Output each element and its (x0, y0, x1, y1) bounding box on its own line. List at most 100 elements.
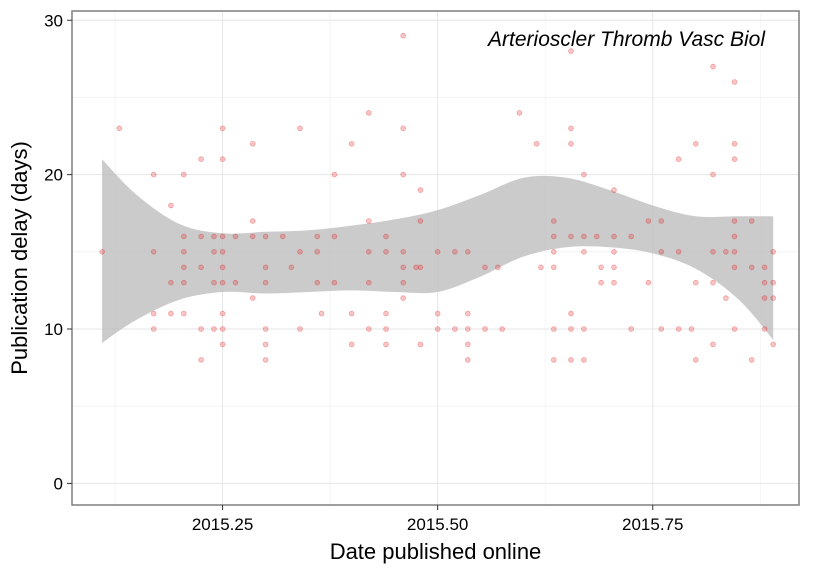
data-point (198, 357, 204, 363)
data-point (383, 249, 389, 255)
data-point (568, 125, 574, 132)
data-point (761, 264, 768, 271)
data-point (211, 279, 217, 286)
data-point (400, 32, 407, 39)
x-tick-label: 2015.75 (622, 515, 683, 534)
data-point (434, 249, 441, 255)
data-point (538, 264, 544, 271)
data-point (692, 141, 699, 147)
data-point (413, 264, 419, 271)
data-point (533, 141, 540, 147)
data-point (710, 279, 716, 286)
data-point (417, 218, 424, 224)
data-point (550, 233, 557, 240)
data-point (262, 357, 269, 363)
data-point (168, 202, 174, 209)
data-point (232, 279, 239, 286)
data-point (710, 341, 716, 348)
data-point (314, 233, 321, 240)
y-tick-label: 10 (44, 320, 63, 339)
data-point (611, 249, 617, 255)
data-point (198, 233, 204, 240)
data-point (219, 264, 226, 271)
data-point (748, 218, 755, 224)
data-point (219, 249, 226, 255)
chart-annotation: Arterioscler Thromb Vasc Biol (486, 28, 766, 51)
data-point (262, 341, 269, 348)
data-point (550, 326, 557, 332)
data-point (249, 233, 256, 240)
data-point (348, 141, 355, 147)
data-point (150, 326, 157, 332)
data-point (731, 249, 738, 255)
data-point (516, 110, 523, 116)
data-point (219, 279, 226, 286)
data-point (365, 110, 372, 116)
data-point (297, 125, 303, 132)
data-point (150, 310, 157, 317)
data-point (383, 341, 389, 348)
data-point (495, 264, 501, 271)
data-point (116, 125, 123, 132)
x-tick-label: 2015.25 (192, 515, 253, 534)
data-point (150, 249, 157, 255)
data-point (331, 233, 338, 240)
data-point (581, 171, 587, 178)
data-point (219, 125, 226, 132)
data-point (262, 264, 269, 271)
data-point (464, 357, 471, 363)
data-point (482, 264, 488, 271)
data-point (211, 326, 217, 332)
data-point (348, 341, 355, 348)
data-point (219, 233, 226, 240)
data-point (181, 249, 187, 255)
data-point (770, 279, 776, 286)
data-point (658, 249, 665, 255)
data-point (262, 279, 269, 286)
data-point (692, 279, 699, 286)
data-point (400, 295, 407, 301)
data-point (645, 279, 652, 286)
data-point (499, 326, 506, 332)
data-point (550, 264, 557, 271)
data-point (761, 326, 768, 332)
data-point (383, 233, 389, 240)
data-point (464, 249, 471, 255)
panel-border (71, 10, 800, 506)
data-point (611, 264, 617, 271)
data-point (181, 171, 187, 178)
data-point (645, 218, 652, 224)
data-point (232, 233, 239, 240)
data-point (198, 264, 204, 271)
data-point (611, 187, 617, 193)
data-point (568, 233, 574, 240)
data-point (568, 48, 574, 54)
data-point (365, 218, 372, 224)
data-point (181, 233, 187, 240)
data-point (211, 249, 217, 255)
x-tick-label: 2015.50 (407, 515, 468, 534)
data-point (482, 326, 488, 332)
data-point (731, 141, 738, 147)
smooth-confidence-ribbon (102, 159, 774, 343)
data-point (417, 264, 424, 271)
data-point (314, 279, 321, 286)
data-point (710, 63, 716, 70)
data-point (593, 233, 600, 240)
data-point (219, 310, 226, 317)
data-point (331, 171, 338, 178)
data-point (348, 310, 355, 317)
data-point (211, 233, 217, 240)
data-point (723, 249, 729, 255)
data-point (731, 264, 738, 271)
data-point (723, 295, 729, 301)
data-point (710, 171, 716, 178)
data-point (181, 310, 187, 317)
data-point (628, 326, 634, 332)
data-point (731, 156, 738, 163)
data-point (675, 156, 682, 163)
data-point (761, 295, 768, 301)
data-point (748, 357, 755, 363)
data-point (400, 249, 407, 255)
